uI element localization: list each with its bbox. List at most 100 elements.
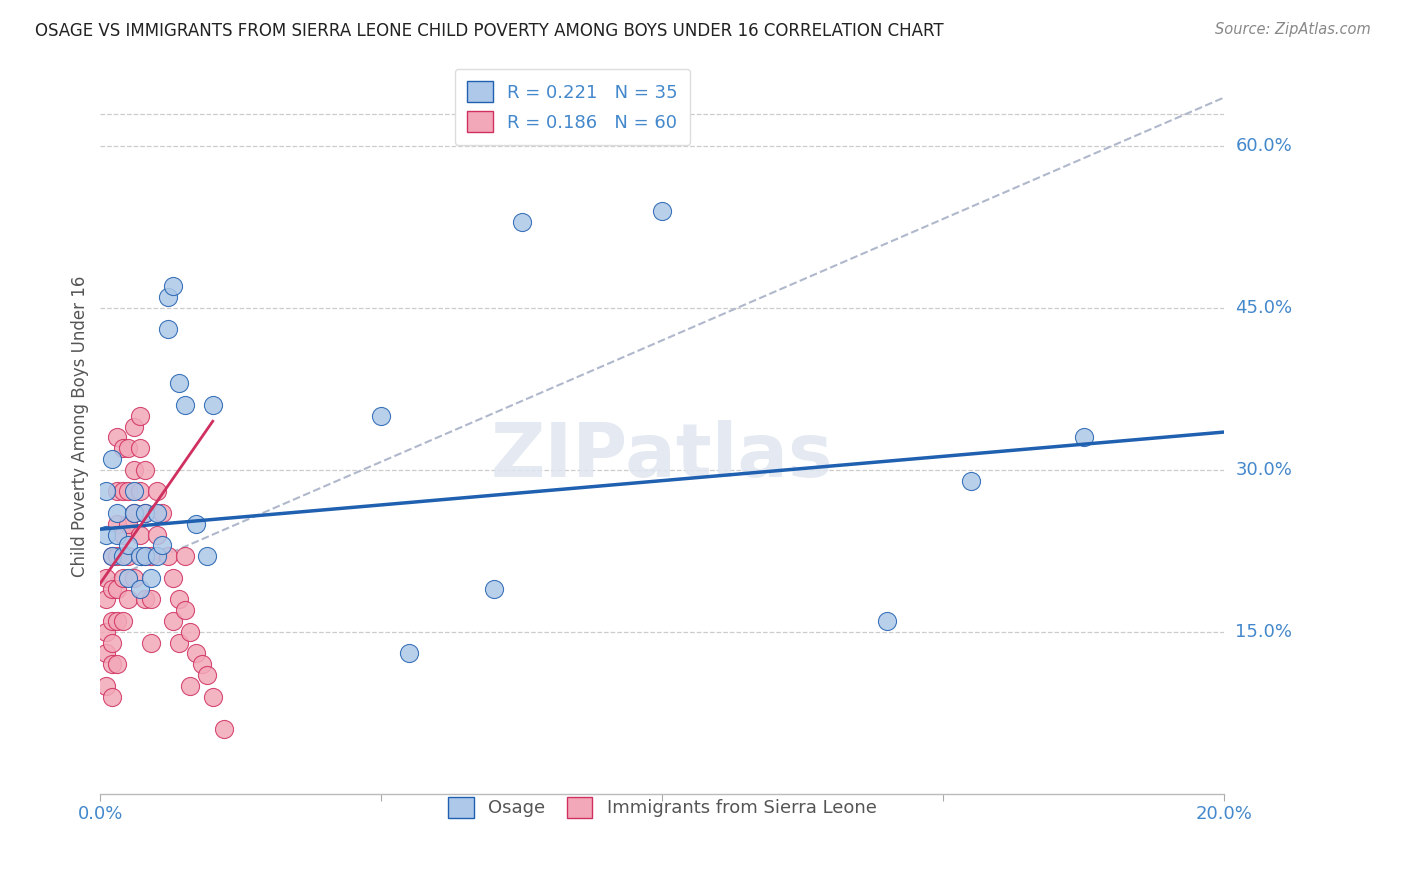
Point [100, 582, 122, 596]
Point [167, 376, 190, 391]
Point [117, 516, 139, 531]
Point [105, 516, 128, 531]
Point [145, 484, 167, 499]
Text: 30.0%: 30.0% [1236, 461, 1292, 479]
Point [134, 506, 156, 520]
Point [370, 409, 392, 423]
Point [117, 549, 139, 564]
Point [117, 538, 139, 552]
Point [94, 571, 117, 585]
Text: Source: ZipAtlas.com: Source: ZipAtlas.com [1215, 22, 1371, 37]
Point [179, 624, 201, 639]
Point [117, 592, 139, 607]
Point [190, 657, 212, 672]
Point [960, 474, 983, 488]
Text: 45.0%: 45.0% [1236, 299, 1292, 317]
Point [173, 398, 195, 412]
Point [1073, 430, 1095, 444]
Point [139, 571, 162, 585]
Point [105, 614, 128, 628]
Point [134, 549, 156, 564]
Point [128, 582, 150, 596]
Point [105, 549, 128, 564]
Point [122, 419, 145, 434]
Y-axis label: Child Poverty Among Boys Under 16: Child Poverty Among Boys Under 16 [72, 276, 89, 577]
Point [128, 484, 150, 499]
Point [94, 646, 117, 660]
Point [184, 516, 207, 531]
Point [94, 679, 117, 693]
Point [184, 646, 207, 660]
Point [122, 463, 145, 477]
Point [482, 582, 505, 596]
Point [117, 441, 139, 455]
Point [122, 571, 145, 585]
Point [167, 592, 190, 607]
Point [128, 409, 150, 423]
Point [94, 624, 117, 639]
Point [100, 614, 122, 628]
Point [173, 549, 195, 564]
Point [100, 635, 122, 649]
Point [162, 279, 184, 293]
Point [111, 571, 134, 585]
Point [105, 484, 128, 499]
Point [94, 592, 117, 607]
Point [876, 614, 898, 628]
Text: 60.0%: 60.0% [1236, 137, 1292, 155]
Point [201, 690, 224, 704]
Point [139, 635, 162, 649]
Point [111, 614, 134, 628]
Point [150, 506, 173, 520]
Point [134, 463, 156, 477]
Point [111, 527, 134, 541]
Point [145, 506, 167, 520]
Point [105, 582, 128, 596]
Point [156, 549, 179, 564]
Point [134, 549, 156, 564]
Point [510, 214, 533, 228]
Point [117, 484, 139, 499]
Point [156, 290, 179, 304]
Point [651, 203, 673, 218]
Point [212, 722, 235, 736]
Point [100, 452, 122, 467]
Point [100, 549, 122, 564]
Point [201, 398, 224, 412]
Point [145, 527, 167, 541]
Point [100, 549, 122, 564]
Point [111, 484, 134, 499]
Point [134, 506, 156, 520]
Point [111, 549, 134, 564]
Point [128, 441, 150, 455]
Legend: Osage, Immigrants from Sierra Leone: Osage, Immigrants from Sierra Leone [441, 789, 883, 825]
Point [122, 484, 145, 499]
Point [117, 571, 139, 585]
Point [122, 506, 145, 520]
Point [398, 646, 420, 660]
Point [128, 527, 150, 541]
Point [100, 690, 122, 704]
Point [145, 549, 167, 564]
Point [167, 635, 190, 649]
Point [162, 571, 184, 585]
Point [139, 549, 162, 564]
Point [173, 603, 195, 617]
Point [105, 527, 128, 541]
Point [128, 549, 150, 564]
Point [94, 527, 117, 541]
Point [105, 430, 128, 444]
Point [105, 506, 128, 520]
Point [122, 506, 145, 520]
Point [100, 657, 122, 672]
Point [111, 441, 134, 455]
Point [139, 592, 162, 607]
Text: OSAGE VS IMMIGRANTS FROM SIERRA LEONE CHILD POVERTY AMONG BOYS UNDER 16 CORRELAT: OSAGE VS IMMIGRANTS FROM SIERRA LEONE CH… [35, 22, 943, 40]
Point [195, 549, 218, 564]
Point [94, 484, 117, 499]
Text: 15.0%: 15.0% [1236, 623, 1292, 640]
Point [162, 614, 184, 628]
Text: ZIPatlas: ZIPatlas [491, 419, 834, 492]
Point [195, 668, 218, 682]
Point [156, 322, 179, 336]
